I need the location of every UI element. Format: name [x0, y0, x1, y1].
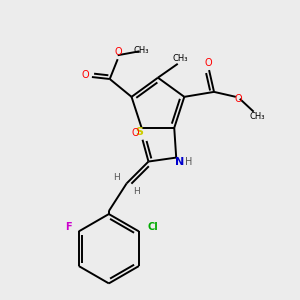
Text: O: O: [81, 70, 89, 80]
Text: H: H: [113, 173, 120, 182]
Text: O: O: [235, 94, 243, 104]
Text: N: N: [175, 157, 184, 166]
Text: O: O: [132, 128, 140, 138]
Text: O: O: [204, 58, 212, 68]
Text: H: H: [185, 157, 193, 166]
Text: CH₃: CH₃: [250, 112, 266, 121]
Text: O: O: [115, 47, 122, 57]
Text: CH₃: CH₃: [134, 46, 149, 55]
Text: S: S: [136, 127, 144, 137]
Text: F: F: [66, 222, 72, 233]
Text: CH₃: CH₃: [173, 54, 188, 63]
Text: H: H: [133, 187, 140, 196]
Text: Cl: Cl: [147, 222, 158, 233]
